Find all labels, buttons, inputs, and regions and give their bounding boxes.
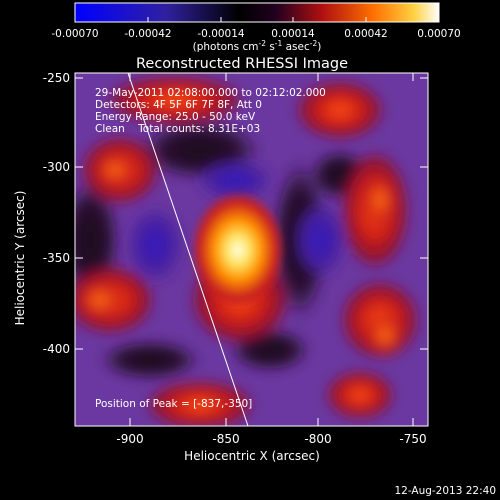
colorbar-tick-label: -0.00070: [51, 28, 98, 40]
rhessi-image: [75, 73, 428, 426]
colorbar: [74, 2, 440, 23]
clean-total-counts: Clean Total counts: 8.31E+03: [95, 123, 260, 135]
y-tick-label: -250: [43, 71, 70, 85]
x-axis-ticks: [129, 73, 414, 426]
peak-position: Position of Peak = [-837,-350]: [95, 398, 252, 410]
plot-title: Reconstructed RHESSI Image: [136, 56, 348, 72]
colorbar-tick-label: 0.00070: [417, 28, 460, 40]
observation-time: 29-May-2011 02:08:00.000 to 02:12:02.000: [95, 87, 326, 99]
y-tick-label: -350: [43, 251, 70, 265]
solar-limb-line: [127, 73, 249, 426]
detectors-info: Detectors: 4F 5F 6F 7F 8F, Att 0: [95, 99, 262, 111]
x-tick-label: -750: [399, 432, 426, 446]
colorbar-tick-label: -0.00042: [124, 28, 171, 40]
y-axis-ticks: [75, 77, 428, 350]
y-axis-label: Heliocentric Y (arcsec): [13, 191, 27, 326]
colorbar-tick-label: -0.00014: [197, 28, 245, 40]
energy-range: Energy Range: 25.0 - 50.0 keV: [95, 111, 256, 123]
y-tick-label: -400: [43, 342, 70, 356]
colorbar-units: (photons cm-2 s-1 asec-2): [193, 39, 322, 53]
footer-timestamp: 12-Aug-2013 22:40: [394, 485, 496, 497]
x-tick-label: -900: [116, 432, 143, 446]
y-tick-label: -300: [43, 160, 70, 174]
colorbar-ticks: [74, 17, 440, 22]
colorbar-tick-label: 0.00014: [271, 28, 315, 40]
plot-frame: [74, 72, 429, 427]
x-tick-label: -800: [304, 432, 331, 446]
x-tick-label: -850: [212, 432, 239, 446]
x-axis-label: Heliocentric X (arcsec): [184, 449, 320, 463]
colorbar-tick-label: 0.00042: [344, 28, 387, 40]
